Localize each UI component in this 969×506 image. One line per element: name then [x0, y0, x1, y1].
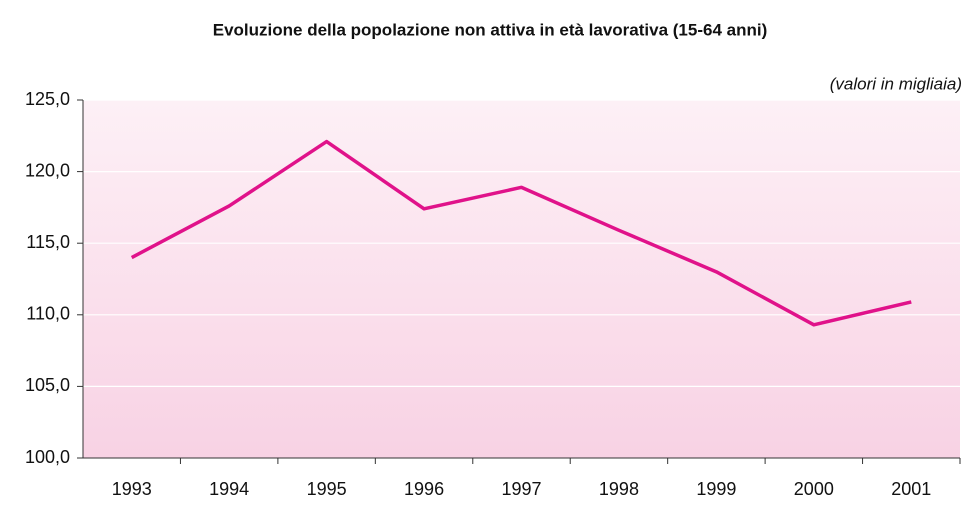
x-tick-label: 1999: [696, 479, 736, 499]
x-tick-label: 1993: [112, 479, 152, 499]
y-tick-label: 125,0: [25, 89, 70, 109]
unit-note: (valori in migliaia): [830, 74, 962, 93]
x-tick-label: 1996: [404, 479, 444, 499]
x-tick-label: 2001: [891, 479, 931, 499]
x-tick-label: 1995: [307, 479, 347, 499]
x-tick-label: 1998: [599, 479, 639, 499]
y-tick-label: 110,0: [26, 304, 70, 324]
y-tick-label: 105,0: [25, 375, 70, 395]
chart-title: Evoluzione della popolazione non attiva …: [213, 20, 768, 39]
y-tick-label: 115,0: [26, 232, 70, 252]
y-tick-label: 100,0: [25, 447, 70, 467]
plot-area: [83, 100, 960, 458]
data-line: [130, 139, 912, 327]
x-tick-label: 2000: [794, 479, 834, 499]
x-tick-label: 1997: [501, 479, 541, 499]
x-tick-label: 1994: [209, 479, 249, 499]
y-tick-label: 120,0: [25, 160, 70, 180]
